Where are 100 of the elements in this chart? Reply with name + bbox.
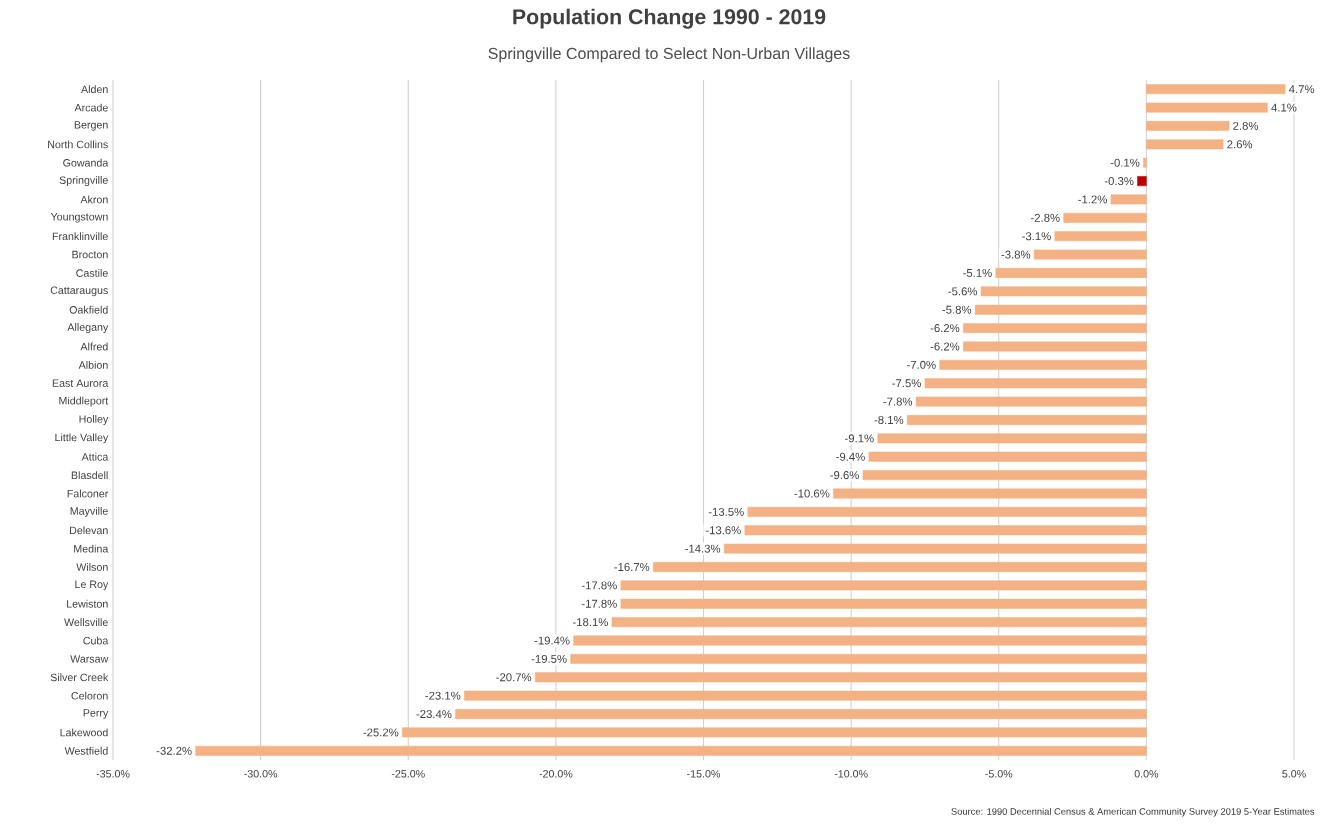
y-tick-label: East Aurora — [52, 379, 109, 387]
data-label: -7.0% — [907, 360, 936, 369]
data-label: -0.1% — [1110, 158, 1140, 167]
y-tick-label: Lewiston — [67, 599, 108, 608]
bar — [747, 506, 1147, 517]
bar — [833, 488, 1147, 499]
data-label: -8.1% — [874, 415, 904, 424]
bar — [723, 543, 1147, 554]
bar — [573, 635, 1147, 646]
data-label: -5.6% — [948, 287, 978, 296]
y-tick-label: Silver Creek — [50, 673, 109, 682]
data-label: -23.4% — [416, 710, 452, 719]
y-tick-label: Middleport — [59, 396, 109, 407]
y-tick-label: Gowanda — [63, 158, 109, 167]
y-tick-label: Cattaraugus — [50, 286, 108, 297]
data-label: -2.8% — [1031, 213, 1060, 222]
y-tick-label: Wellsville — [64, 618, 108, 627]
data-label: -1.2% — [1078, 195, 1107, 204]
y-tick-label: Castile — [76, 269, 108, 277]
y-tick-label: Delevan — [70, 526, 108, 535]
y-tick-label: Franklinville — [52, 232, 108, 241]
data-label: -5.1% — [963, 268, 992, 277]
data-label: -9.1% — [845, 434, 874, 443]
x-tick-label: -5.0% — [985, 770, 1013, 778]
x-tick-label: -35.0% — [96, 770, 130, 778]
y-tick-label: Wilson — [76, 563, 108, 571]
source-note: Source: 1990 Decennial Census & American Community Survey 2019 5-Year Estimates — [951, 807, 1315, 817]
y-tick-label: Albion — [78, 360, 108, 369]
bar — [1146, 84, 1286, 95]
data-label: -19.4% — [534, 636, 570, 645]
x-tick-label: 0.0% — [1134, 770, 1159, 778]
data-label: -7.8% — [883, 397, 913, 406]
data-label: -6.2% — [930, 324, 960, 333]
bar — [915, 396, 1147, 407]
data-label: -14.3% — [685, 544, 721, 553]
data-label: -6.2% — [930, 342, 960, 351]
bar — [1054, 231, 1147, 242]
bar — [1146, 121, 1230, 131]
x-tick-label: -25.0% — [391, 770, 425, 778]
x-tick-label: -20.0% — [539, 770, 573, 778]
y-tick-label: Cuba — [83, 636, 109, 645]
data-label: -0.3% — [1104, 177, 1134, 186]
y-tick-label: Warsaw — [70, 655, 109, 663]
bar — [620, 580, 1147, 591]
data-label: -13.5% — [708, 507, 744, 516]
bar — [963, 341, 1147, 352]
data-label: -16.7% — [614, 563, 650, 572]
y-tick-label: Medina — [74, 544, 109, 553]
data-label: -13.6% — [705, 526, 741, 535]
y-tick-label: Holley — [79, 415, 109, 425]
x-tick-label: -10.0% — [834, 770, 868, 778]
chart-subtitle: Springville Compared to Select Non-Urban Villages — [488, 47, 850, 63]
y-tick-label: Oakfield — [69, 305, 108, 314]
y-tick-label: Akron — [80, 195, 108, 204]
y-tick-label: North Collins — [48, 140, 108, 149]
y-tick-label: Little Valley — [55, 433, 109, 444]
bar — [862, 470, 1147, 481]
y-tick-label: Attica — [81, 452, 109, 461]
y-tick-label: Alden — [81, 85, 108, 94]
data-label: -20.7% — [496, 673, 532, 682]
bar — [980, 286, 1147, 297]
bar — [611, 617, 1147, 628]
bar — [1063, 212, 1147, 223]
data-label: -17.8% — [581, 581, 617, 590]
y-tick-label: Brocton — [72, 250, 108, 259]
bar — [455, 709, 1147, 719]
y-tick-label: Mayville — [70, 506, 108, 517]
bar — [464, 690, 1147, 701]
bar — [963, 323, 1147, 334]
y-tick-label: Blasdell — [71, 471, 108, 480]
x-tick-label: 5.0% — [1282, 770, 1306, 778]
bar — [1146, 139, 1224, 150]
data-label: -17.8% — [581, 599, 617, 608]
data-label: -7.5% — [892, 379, 921, 388]
data-label: -25.2% — [363, 728, 399, 737]
data-label: -9.6% — [830, 471, 859, 480]
chart-title: Population Change 1990 - 2019 — [513, 8, 826, 29]
y-tick-label: Westfield — [64, 746, 108, 755]
y-tick-label: Allegany — [67, 323, 109, 334]
bar — [1143, 157, 1147, 168]
data-label: -3.1% — [1022, 232, 1051, 241]
y-tick-label: Falconer — [67, 489, 109, 498]
bar — [620, 598, 1147, 609]
data-label: -5.8% — [942, 305, 972, 314]
bar — [1110, 194, 1147, 205]
bar — [570, 653, 1147, 664]
bar — [939, 359, 1147, 370]
y-tick-label: Celoron — [71, 691, 108, 700]
bar — [534, 672, 1147, 683]
x-tick-label: -30.0% — [244, 770, 278, 778]
data-label: -23.1% — [425, 691, 461, 700]
bar — [1033, 249, 1147, 260]
bar — [744, 525, 1147, 536]
bar — [877, 433, 1147, 444]
data-label: 2.8% — [1233, 121, 1259, 130]
data-label: -9.4% — [836, 452, 865, 461]
bar — [924, 378, 1147, 389]
data-label: 2.6% — [1227, 140, 1253, 149]
bar — [995, 268, 1147, 278]
bar — [195, 745, 1147, 756]
